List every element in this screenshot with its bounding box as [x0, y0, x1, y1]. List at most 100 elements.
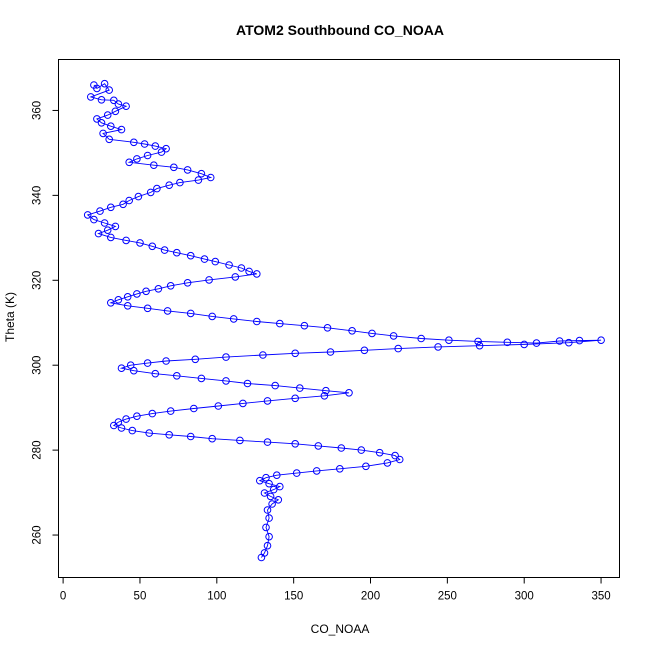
data-point [93, 115, 101, 123]
data-point [143, 359, 152, 367]
data-point [170, 163, 178, 172]
data-point [117, 125, 126, 134]
data-point [122, 415, 130, 423]
data-point [163, 307, 172, 315]
data-point [300, 321, 309, 330]
data-point [271, 381, 280, 390]
data-point [100, 79, 109, 88]
series-line [86, 83, 602, 558]
data-point [236, 436, 244, 445]
data-point [259, 351, 267, 359]
data-point [229, 315, 238, 323]
data-point [151, 369, 160, 378]
data-point [256, 476, 264, 485]
data-point [114, 296, 123, 304]
data-point [114, 100, 123, 108]
data-point [263, 438, 272, 446]
data-point [197, 169, 206, 178]
data-point [119, 200, 127, 209]
data-point [166, 407, 175, 415]
data-point [173, 372, 181, 380]
data-point [357, 446, 366, 454]
y-tick-label: 280 [32, 441, 44, 460]
data-point [143, 304, 152, 313]
data-point [130, 138, 138, 147]
data-point [125, 196, 133, 205]
data-point [263, 397, 272, 405]
data-point [111, 107, 120, 116]
data-point [83, 211, 92, 219]
data-point [320, 392, 329, 400]
data-point [237, 264, 246, 272]
data-point [186, 432, 195, 441]
data-point [266, 492, 275, 501]
data-point [117, 424, 126, 432]
x-tick-label: 100 [207, 591, 226, 603]
data-point [134, 192, 143, 201]
data-point [142, 287, 150, 296]
chart-title: ATOM2 Southbound CO_NOAA [236, 22, 444, 38]
x-axis-label: CO_NOAA [311, 622, 370, 636]
data-point [165, 181, 173, 189]
data-point [183, 279, 192, 287]
data-point [140, 140, 149, 148]
data-point [122, 102, 130, 110]
data-point [94, 229, 103, 238]
data-point [166, 282, 175, 290]
data-point [362, 462, 370, 471]
data-point [110, 421, 118, 430]
y-axis-label: Theta (K) [3, 292, 17, 342]
data-point [208, 312, 216, 321]
data-point [194, 176, 203, 184]
x-tick-label: 200 [361, 591, 380, 603]
data-point [532, 339, 541, 347]
data-point [154, 285, 163, 293]
data-point [503, 338, 512, 347]
data-point [190, 404, 198, 413]
data-point [99, 129, 107, 138]
data-point [257, 553, 266, 562]
y-tick-label: 320 [32, 271, 44, 290]
data-point [165, 431, 173, 439]
y-tick-label: 340 [32, 186, 44, 205]
data-point [225, 261, 233, 269]
data-point [575, 336, 584, 345]
data-point [103, 111, 112, 119]
data-point [222, 377, 230, 385]
data-point [231, 273, 240, 281]
data-point [103, 226, 112, 234]
data-point [191, 355, 200, 364]
data-point [565, 338, 573, 347]
data-point [252, 317, 261, 326]
data-point [123, 302, 132, 310]
y-tick-label: 360 [32, 101, 44, 120]
data-point [176, 178, 184, 187]
data-point [263, 506, 272, 514]
data-point [291, 394, 300, 403]
data-point [93, 84, 101, 93]
data-point [265, 479, 273, 488]
data-point [245, 267, 253, 276]
y-tick-label: 260 [32, 525, 44, 544]
data-point [434, 343, 442, 351]
data-point [133, 155, 141, 163]
data-point [100, 219, 109, 227]
data-point [222, 353, 230, 361]
data-point [87, 93, 95, 101]
data-point [143, 151, 152, 160]
y-tick-label: 300 [32, 356, 44, 375]
data-point [276, 482, 284, 491]
data-point [107, 233, 115, 242]
data-point [117, 364, 126, 373]
data-point [153, 184, 161, 193]
data-point [150, 161, 158, 169]
data-point [360, 346, 369, 355]
data-point [105, 86, 113, 94]
data-point [107, 203, 115, 212]
data-point [375, 448, 384, 457]
data-point [105, 135, 113, 144]
data-point [276, 319, 284, 328]
data-point [368, 329, 376, 338]
data-point [394, 344, 403, 353]
